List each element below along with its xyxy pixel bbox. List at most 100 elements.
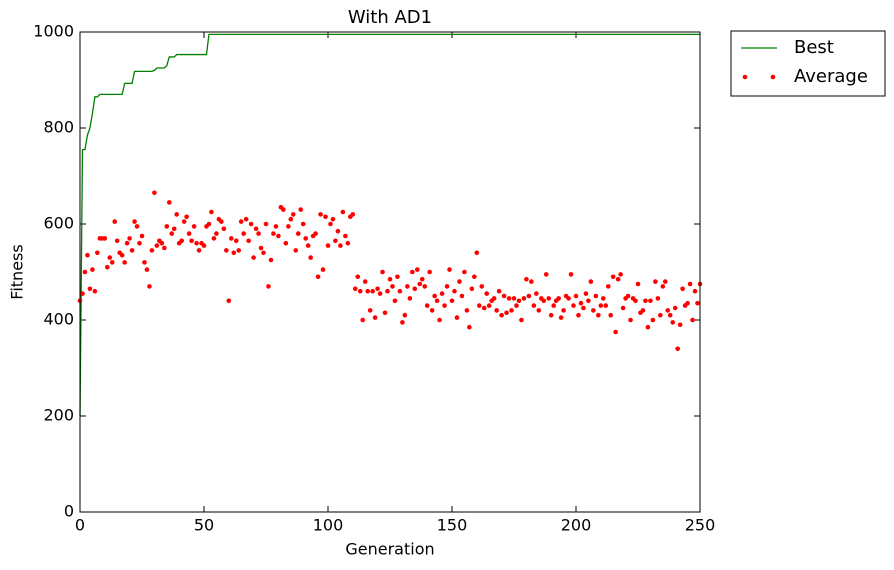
plot-frame — [79, 31, 701, 513]
average-point — [452, 288, 457, 294]
average-point — [325, 243, 331, 248]
y-tick-label: 400 — [43, 310, 74, 329]
average-point — [290, 212, 296, 217]
average-point — [665, 308, 671, 313]
average-point — [645, 324, 651, 330]
average-point — [119, 252, 125, 258]
average-point — [685, 300, 690, 306]
average-point — [429, 308, 435, 313]
average-point — [174, 212, 180, 217]
average-point — [305, 243, 311, 248]
average-point — [171, 226, 177, 232]
legend-label: Average — [794, 66, 868, 87]
average-point — [149, 248, 155, 253]
average-point — [672, 305, 678, 311]
average-point — [206, 221, 212, 227]
average-point — [370, 288, 375, 294]
average-point — [333, 238, 338, 244]
average-point — [328, 221, 333, 227]
average-point — [102, 236, 108, 241]
average-point — [479, 284, 485, 289]
average-point — [439, 291, 445, 296]
average-point — [345, 240, 351, 246]
legend-dot — [770, 74, 776, 80]
average-point — [233, 238, 239, 244]
average-point — [166, 200, 172, 205]
average-point — [598, 303, 604, 308]
average-point — [603, 303, 609, 308]
average-point — [491, 296, 497, 301]
average-point — [107, 255, 113, 260]
average-point — [184, 214, 189, 220]
average-point — [154, 243, 160, 248]
average-point — [412, 286, 418, 292]
average-point — [422, 284, 428, 289]
average-point — [447, 267, 452, 272]
average-point — [551, 303, 556, 308]
average-point — [675, 346, 680, 352]
average-point — [476, 303, 482, 308]
average-point — [377, 291, 383, 296]
average-point — [464, 308, 470, 313]
average-point — [221, 226, 227, 232]
average-point — [241, 231, 246, 236]
x-tick-label: 200 — [561, 516, 592, 535]
average-point — [427, 269, 432, 275]
y-tick-label: 200 — [43, 406, 74, 425]
legend-dot — [742, 74, 748, 80]
average-point — [472, 274, 477, 280]
x-tick-label: 150 — [437, 516, 468, 535]
average-point — [181, 219, 187, 224]
average-point — [338, 243, 343, 248]
y-tick-label: 600 — [43, 214, 74, 233]
average-point — [323, 214, 328, 220]
average-point — [695, 300, 700, 306]
average-point — [474, 250, 480, 256]
average-point — [95, 250, 100, 256]
average-point — [303, 236, 308, 241]
average-point — [147, 284, 152, 289]
average-point — [501, 293, 507, 299]
average-point — [372, 315, 378, 320]
average-point — [194, 240, 199, 246]
average-point — [541, 298, 547, 304]
average-point — [392, 298, 398, 304]
average-point — [201, 243, 207, 248]
average-point — [253, 226, 259, 232]
average-point — [633, 298, 638, 304]
average-point — [402, 312, 408, 318]
average-point — [536, 308, 542, 313]
average-point — [335, 228, 341, 234]
average-point — [271, 231, 276, 236]
average-point — [87, 286, 93, 292]
average-point — [224, 248, 229, 253]
average-point — [85, 252, 90, 258]
average-point — [625, 293, 631, 299]
average-point — [434, 298, 440, 304]
chart-title: With AD1 — [348, 7, 432, 28]
average-point — [417, 281, 423, 287]
average-point — [504, 310, 509, 316]
average-point — [387, 276, 393, 282]
average-point — [246, 238, 251, 244]
average-point — [511, 296, 517, 301]
average-point — [214, 231, 219, 236]
best-line — [79, 33, 700, 417]
average-point — [226, 298, 232, 304]
average-point — [179, 238, 184, 244]
average-point — [467, 324, 472, 330]
average-point — [506, 296, 512, 301]
average-point — [196, 248, 202, 253]
average-point — [137, 240, 142, 246]
average-point — [122, 260, 127, 265]
legend-box — [730, 30, 886, 97]
y-tick-label: 1000 — [33, 22, 74, 41]
average-point — [583, 291, 589, 296]
average-point — [343, 233, 348, 239]
average-point — [400, 320, 405, 325]
average-point — [298, 207, 304, 212]
average-point — [600, 296, 606, 301]
average-point — [628, 317, 633, 323]
average-point — [248, 221, 254, 227]
